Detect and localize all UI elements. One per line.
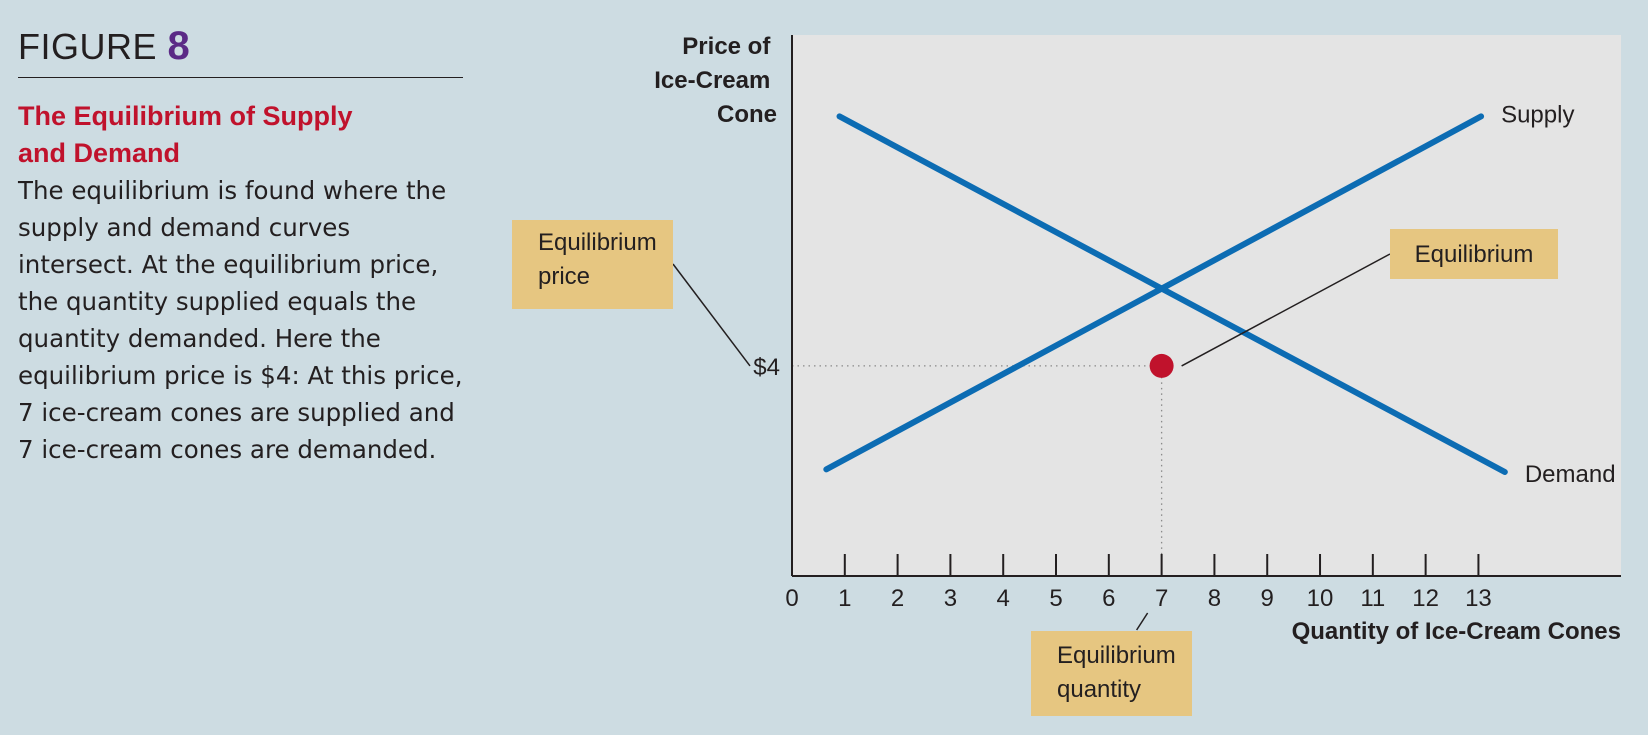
- quantity-callout-line1: Equilibrium: [1057, 642, 1176, 669]
- x-tick-label: 0: [785, 585, 798, 612]
- y-axis-title-line1: Price of: [682, 33, 771, 60]
- quantity-callout-leader: [1135, 612, 1149, 631]
- heading-rule: [18, 77, 463, 78]
- price-callout-text: Equilibrium price: [538, 229, 663, 290]
- x-tick-label: 10: [1307, 585, 1334, 612]
- x-tick-label: 9: [1261, 585, 1274, 612]
- x-axis-title: Quantity of Ice-Cream Cones: [1292, 618, 1621, 645]
- quantity-callout-box: [1031, 631, 1192, 716]
- x-tick-label: 12: [1412, 585, 1439, 612]
- figure-title-line2: and Demand: [18, 138, 181, 168]
- x-tick-label: 13: [1465, 585, 1492, 612]
- x-tick-label: 1: [838, 585, 851, 612]
- equilibrium-point: [1149, 353, 1174, 378]
- equilibrium-callout-leader: [1181, 253, 1391, 367]
- x-tick-label: 5: [1049, 585, 1062, 612]
- price-callout-leader: [672, 263, 751, 367]
- supply-label: Supply: [1501, 101, 1574, 128]
- x-tick-label: 8: [1208, 585, 1221, 612]
- figure-number: 8: [167, 24, 191, 68]
- figure-label: FIGURE: [18, 26, 158, 67]
- figure-title: The Equilibrium of Supply and Demand: [18, 98, 463, 172]
- figure-title-line1: The Equilibrium of Supply: [18, 101, 353, 131]
- equilibrium-callout-box: [1390, 229, 1558, 279]
- quantity-callout-line2: quantity: [1057, 676, 1141, 703]
- x-tick-label: 11: [1360, 585, 1385, 612]
- demand-label: Demand: [1525, 461, 1616, 488]
- y-axis-title-line2: Ice-Cream: [654, 67, 770, 94]
- figure-caption-panel: FIGURE 8 The Equilibrium of Supply and De…: [18, 24, 463, 468]
- price-tick-label: $4: [753, 354, 780, 381]
- price-callout-line1: Equilibrium: [538, 229, 657, 256]
- quantity-callout-text: Equilibrium quantity: [1057, 642, 1182, 703]
- x-tick-label: 2: [891, 585, 904, 612]
- figure-caption: The equilibrium is found where the suppl…: [18, 176, 463, 464]
- x-tick-label: 4: [997, 585, 1010, 612]
- plot-area: [793, 35, 1621, 576]
- equilibrium-callout-text: Equilibrium: [1415, 241, 1534, 268]
- figure-heading: FIGURE 8: [18, 24, 463, 69]
- x-tick-label: 6: [1102, 585, 1115, 612]
- y-axis-title-line3: Cone: [717, 101, 777, 128]
- y-axis-title: Price of Ice-Cream Cone: [654, 33, 777, 128]
- x-tick-label: 7: [1155, 585, 1168, 612]
- price-callout-box: [512, 220, 673, 309]
- demand-curve: [836, 113, 1508, 476]
- x-axis-ticks: 0 1 2 3 4 5 6 7 8 9 10 11 12 13: [785, 554, 1492, 612]
- price-callout-line2: price: [538, 263, 590, 290]
- supply-curve: [823, 113, 1485, 473]
- x-tick-label: 3: [944, 585, 957, 612]
